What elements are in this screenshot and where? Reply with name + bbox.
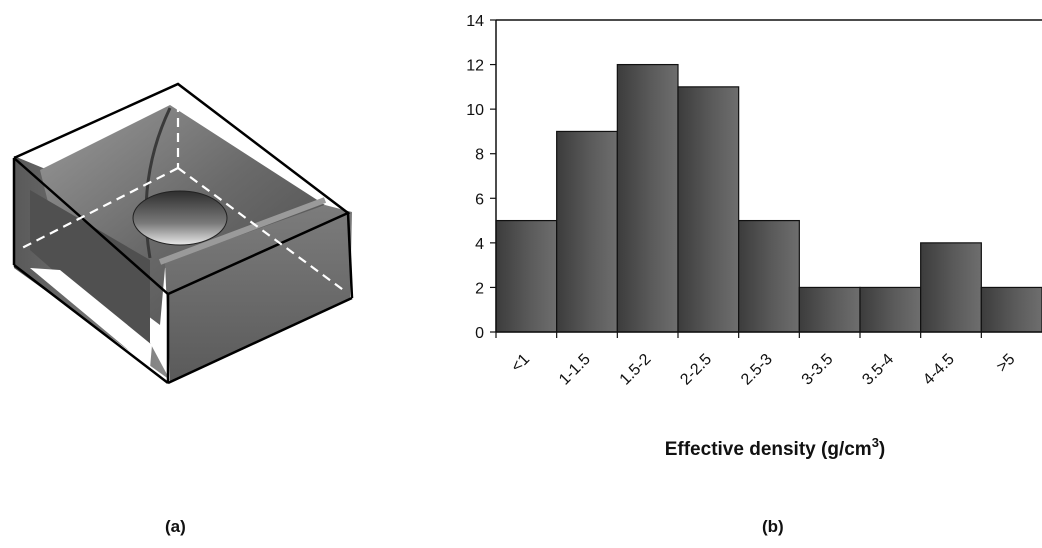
bar-8 [980, 286, 1042, 333]
x-axis-title: Effective density (g/cm3) [665, 435, 886, 460]
y-tick-label: 14 [466, 13, 484, 30]
block-rail [158, 197, 327, 265]
y-tick-label: 6 [475, 191, 484, 208]
hidden-edges [21, 88, 347, 293]
y-tick-label: 10 [466, 102, 484, 119]
x-tick-label: 1.5-2 [617, 351, 655, 389]
x-tick-label: 2.5-3 [738, 351, 776, 389]
block-side-notch [30, 190, 150, 355]
x-tick-label: 2-2.5 [677, 351, 715, 389]
bar-2 [616, 63, 679, 333]
block-hole [132, 190, 228, 246]
x-tick-label: <1 [508, 351, 533, 376]
bar-7 [920, 242, 982, 333]
bar-5 [798, 286, 861, 333]
bounding-box [12, 82, 354, 385]
y-tick-label: 12 [466, 58, 484, 75]
x-tick-label: 1-1.5 [556, 351, 594, 389]
block-groove [144, 107, 172, 259]
bar-1 [556, 130, 618, 333]
panel-label-a: (a) [165, 517, 186, 536]
block-front-face [165, 205, 352, 382]
bar-3 [677, 86, 740, 333]
panel-label-b: (b) [762, 517, 784, 536]
y-tick-label: 4 [475, 236, 484, 253]
density-histogram: <1 1-1.5 1.5-2 2-2.5 2.5-3 3-3.5 3.5-4 4-4.5 >5 0… [466, 13, 1042, 460]
bar-6 [859, 286, 922, 333]
x-tick-label: 3.5-4 [859, 351, 897, 389]
bars-group [495, 63, 1042, 333]
block-illustration [12, 82, 354, 385]
x-tick-label: 3-3.5 [799, 351, 837, 389]
y-tick-label: 0 [475, 325, 484, 342]
bar-0 [495, 219, 558, 333]
y-tick-label: 2 [475, 280, 484, 297]
axes-group: <1 1-1.5 1.5-2 2-2.5 2.5-3 3-3.5 3.5-4 4-4.5 >5 0… [466, 13, 1042, 389]
x-tick-label: >5 [994, 351, 1019, 376]
y-tick-label: 8 [475, 147, 484, 164]
block-slot-opening [30, 268, 152, 368]
x-tick-label: 4-4.5 [920, 351, 958, 389]
bar-4 [738, 219, 800, 333]
